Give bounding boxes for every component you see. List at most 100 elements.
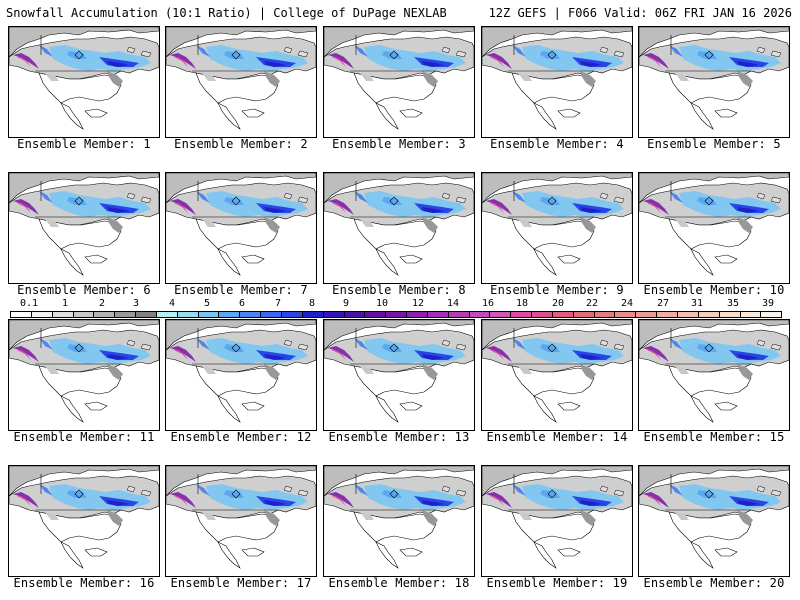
legend-label: 39 — [761, 298, 775, 309]
legend-label: 5 — [203, 298, 211, 309]
legend-swatch — [11, 312, 32, 317]
member-label: Ensemble Member: 3 — [332, 137, 466, 151]
legend-label: 35 — [726, 298, 740, 309]
member-label: Ensemble Member: 15 — [643, 430, 785, 444]
member-map — [323, 465, 475, 577]
member-label: Ensemble Member: 8 — [332, 283, 466, 297]
legend-swatch — [94, 312, 116, 317]
run-info: 12Z GEFS | F066 Valid: 06Z FRI JAN 16 20… — [488, 6, 792, 20]
member-label: Ensemble Member: 1 — [17, 137, 151, 151]
legend-swatch — [73, 312, 95, 317]
legend-swatch — [594, 312, 616, 317]
member-label: Ensemble Member: 5 — [647, 137, 781, 151]
legend-swatch — [365, 312, 387, 317]
legend-swatch — [532, 312, 553, 317]
legend-swatch — [302, 312, 324, 317]
legend-label: 4 — [168, 298, 176, 309]
legend-swatch — [177, 312, 199, 317]
legend-swatch — [386, 312, 408, 317]
legend-label: 7 — [274, 298, 282, 309]
member-map — [323, 319, 475, 431]
legend-swatch — [31, 312, 53, 317]
member-map — [165, 172, 317, 284]
legend-swatch — [615, 312, 637, 317]
member-map — [323, 26, 475, 138]
legend-swatch — [678, 312, 699, 317]
member-label: Ensemble Member: 10 — [643, 283, 785, 297]
legend-swatch — [427, 312, 449, 317]
legend-label: 3 — [132, 298, 140, 309]
legend-swatch — [281, 312, 303, 317]
legend-swatch — [469, 312, 491, 317]
legend-swatch — [115, 312, 137, 317]
legend-swatch — [240, 312, 262, 317]
member-map — [481, 172, 633, 284]
legend-label: 16 — [481, 298, 495, 309]
member-label: Ensemble Member: 16 — [13, 576, 155, 590]
member-map — [8, 172, 160, 284]
legend-label: 18 — [515, 298, 529, 309]
legend-swatch — [636, 312, 658, 317]
member-map — [638, 26, 790, 138]
legend-label: 10 — [375, 298, 389, 309]
member-map — [8, 26, 160, 138]
legend-swatch — [698, 312, 720, 317]
member-label: Ensemble Member: 7 — [174, 283, 308, 297]
legend-swatch — [448, 312, 470, 317]
legend-label: 14 — [446, 298, 460, 309]
member-map — [481, 319, 633, 431]
legend-label: 24 — [620, 298, 634, 309]
legend-swatch — [261, 312, 282, 317]
legend-label: 22 — [585, 298, 599, 309]
legend-swatch — [511, 312, 533, 317]
legend-swatch — [657, 312, 678, 317]
legend-swatch — [52, 312, 74, 317]
legend-label: 12 — [411, 298, 425, 309]
legend-label: 2 — [98, 298, 106, 309]
legend-swatch — [719, 312, 741, 317]
member-map — [638, 319, 790, 431]
member-label: Ensemble Member: 4 — [490, 137, 624, 151]
legend-swatch — [490, 312, 512, 317]
legend-swatch — [323, 312, 345, 317]
member-map — [481, 465, 633, 577]
legend-swatch — [156, 312, 178, 317]
member-map — [638, 172, 790, 284]
member-map — [165, 465, 317, 577]
member-label: Ensemble Member: 2 — [174, 137, 308, 151]
member-label: Ensemble Member: 12 — [170, 430, 312, 444]
member-map — [8, 465, 160, 577]
member-label: Ensemble Member: 19 — [486, 576, 628, 590]
member-label: Ensemble Member: 18 — [328, 576, 470, 590]
legend-label: 27 — [656, 298, 670, 309]
legend-swatch — [552, 312, 574, 317]
legend-swatch — [344, 312, 366, 317]
member-map — [481, 26, 633, 138]
legend-swatch — [198, 312, 220, 317]
member-label: Ensemble Member: 20 — [643, 576, 785, 590]
legend-label: 20 — [551, 298, 565, 309]
page-title: Snowfall Accumulation (10:1 Ratio) | Col… — [6, 6, 447, 20]
legend-label: 8 — [308, 298, 316, 309]
member-label: Ensemble Member: 14 — [486, 430, 628, 444]
member-map — [165, 26, 317, 138]
member-map — [323, 172, 475, 284]
legend-swatch — [573, 312, 595, 317]
legend-label: 31 — [690, 298, 704, 309]
legend-label: 0.1 — [19, 298, 39, 309]
legend-swatch — [136, 312, 157, 317]
member-label: Ensemble Member: 17 — [170, 576, 312, 590]
snowfall-legend — [10, 311, 782, 318]
member-map — [8, 319, 160, 431]
legend-swatch — [761, 312, 782, 317]
legend-labels: 0.1 1 2 3 4 5 6 7 8 9 10 12 14 16 18 20 22 24 27 31 35 39 — [0, 298, 800, 310]
legend-swatch — [407, 312, 428, 317]
legend-label: 9 — [342, 298, 350, 309]
member-label: Ensemble Member: 13 — [328, 430, 470, 444]
legend-swatch — [219, 312, 241, 317]
legend-swatch — [740, 312, 762, 317]
member-map — [165, 319, 317, 431]
member-label: Ensemble Member: 6 — [17, 283, 151, 297]
legend-label: 6 — [238, 298, 246, 309]
member-map — [638, 465, 790, 577]
